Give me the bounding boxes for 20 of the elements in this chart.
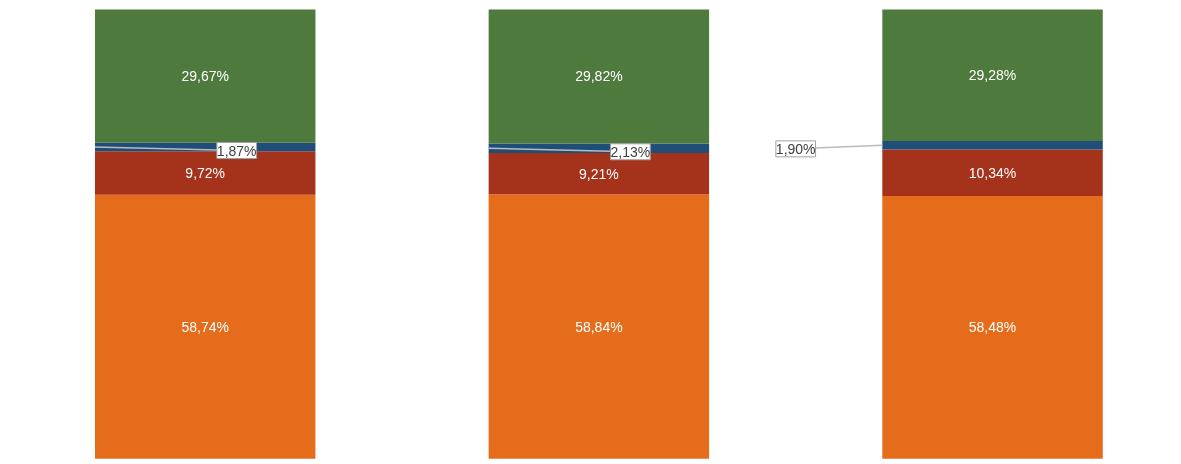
data-label: 10,34% bbox=[968, 164, 1017, 181]
data-label: 1,90% bbox=[775, 140, 816, 157]
data-label: 9,21% bbox=[579, 165, 619, 182]
data-label: 29,82% bbox=[575, 68, 623, 85]
bar bbox=[488, 9, 710, 144]
data-label: 58,84% bbox=[575, 318, 623, 335]
bar bbox=[94, 9, 316, 143]
data-label: 1,87% bbox=[216, 142, 257, 159]
bar bbox=[882, 9, 1103, 141]
bar bbox=[882, 141, 1103, 150]
data-label: 58,48% bbox=[968, 319, 1017, 336]
data-label: 2,13% bbox=[610, 143, 651, 160]
data-label: 29,67% bbox=[181, 68, 229, 85]
data-label: 9,72% bbox=[185, 164, 226, 181]
bar bbox=[488, 194, 710, 459]
bar bbox=[94, 194, 316, 459]
bar bbox=[882, 149, 1103, 196]
data-label: 29,28% bbox=[968, 67, 1017, 84]
bar bbox=[882, 195, 1103, 459]
data-label: 58,74% bbox=[181, 318, 229, 335]
